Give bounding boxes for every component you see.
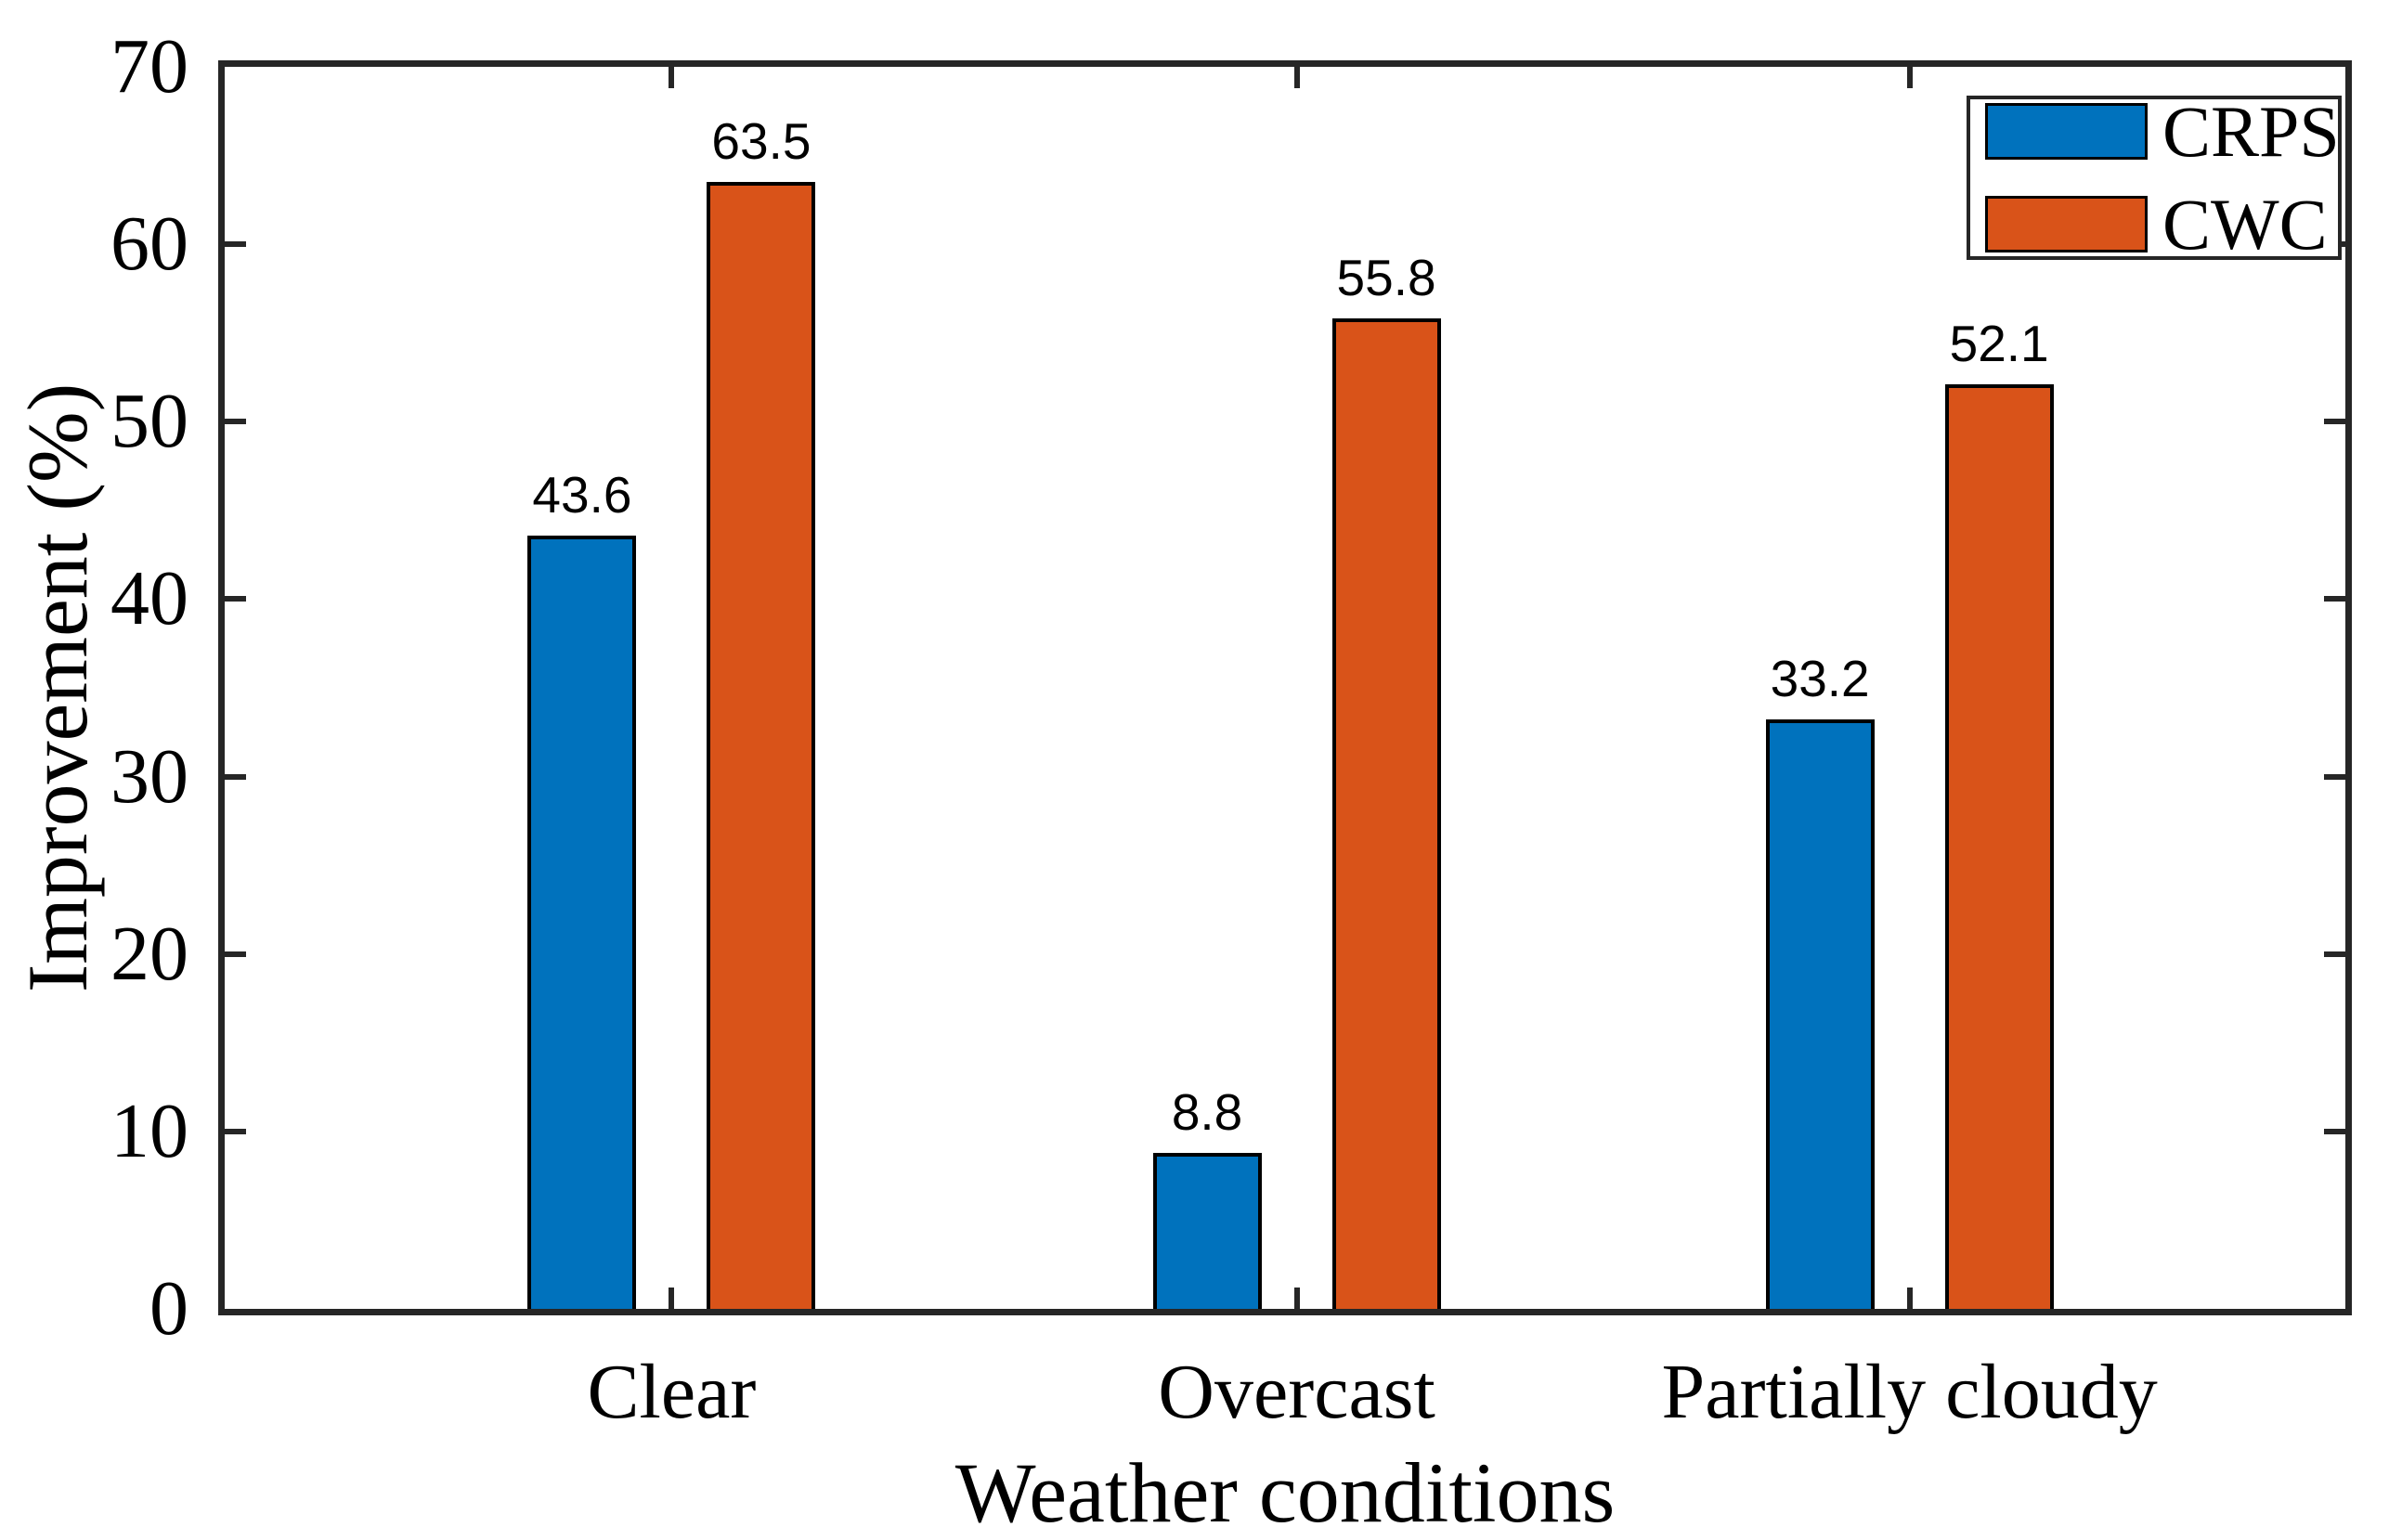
y-tick-label: 60 <box>110 201 188 288</box>
y-tick-mark <box>2324 773 2345 780</box>
bar-value-label: 55.8 <box>1336 249 1436 306</box>
legend: CRPS CWC <box>1967 95 2342 261</box>
y-tick-label: 10 <box>110 1087 188 1174</box>
legend-swatch-crps <box>1985 103 2148 160</box>
plot-area: 43.6 63.5 8.8 55.8 33.2 52.1 CRPS CWC <box>218 60 2352 1315</box>
y-tick-label: 70 <box>110 23 188 110</box>
y-tick-mark <box>2324 596 2345 602</box>
y-tick-label: 20 <box>110 910 188 997</box>
y-tick-mark <box>2324 1128 2345 1134</box>
legend-swatch-cwc <box>1985 196 2148 252</box>
y-tick-mark <box>2324 419 2345 425</box>
bar-value-label: 43.6 <box>532 466 632 524</box>
y-tick-mark <box>225 951 246 957</box>
y-tick-label: 0 <box>149 1265 188 1352</box>
x-tick-mark <box>669 1288 675 1309</box>
y-tick-mark <box>225 419 246 425</box>
legend-label-crps: CRPS <box>2162 90 2340 172</box>
x-tick-mark <box>1293 67 1300 88</box>
bar-cwc-0 <box>707 182 816 1309</box>
y-tick-mark <box>2324 951 2345 957</box>
bar-value-label: 33.2 <box>1770 650 1870 707</box>
bar-crps-2 <box>1765 719 1875 1309</box>
x-tick-label: Clear <box>587 1349 757 1435</box>
y-tick-label: 50 <box>110 378 188 465</box>
x-axis-label: Weather conditions <box>954 1445 1616 1540</box>
x-tick-mark <box>1906 67 1913 88</box>
legend-item-crps: CRPS <box>1985 95 2340 168</box>
bar-cwc-1 <box>1331 318 1441 1309</box>
x-tick-label: Overcast <box>1158 1349 1435 1435</box>
bar-crps-0 <box>527 536 637 1309</box>
legend-label-cwc: CWC <box>2162 183 2328 265</box>
bar-value-label: 8.8 <box>1171 1083 1243 1141</box>
x-tick-mark <box>669 67 675 88</box>
y-tick-mark <box>225 773 246 780</box>
y-tick-label: 40 <box>110 555 188 642</box>
y-tick-mark <box>225 1128 246 1134</box>
x-tick-mark <box>1906 1288 1913 1309</box>
y-tick-mark <box>225 596 246 602</box>
y-tick-label: 30 <box>110 732 188 820</box>
x-tick-label: Partially cloudy <box>1661 1349 2158 1435</box>
x-tick-mark <box>1293 1288 1300 1309</box>
bar-value-label: 63.5 <box>711 112 811 170</box>
legend-item-cwc: CWC <box>1985 188 2328 261</box>
bar-crps-1 <box>1152 1153 1262 1309</box>
y-tick-mark <box>225 241 246 248</box>
y-axis-label: Improvement (%) <box>10 382 105 993</box>
bar-value-label: 52.1 <box>1949 315 2049 372</box>
bar-cwc-2 <box>1944 384 2054 1309</box>
